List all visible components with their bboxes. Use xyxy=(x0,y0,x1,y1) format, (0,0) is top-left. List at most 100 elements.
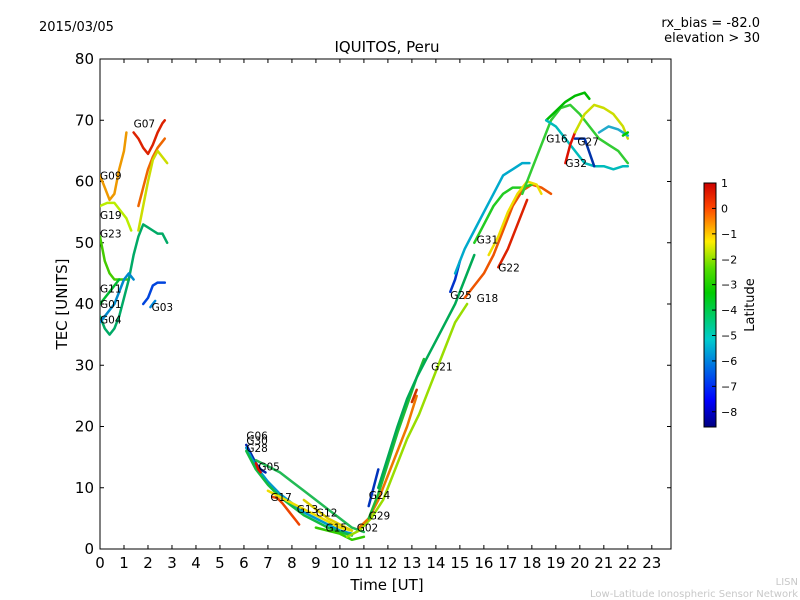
x-tick-label: 8 xyxy=(287,554,297,572)
x-tick-label: 23 xyxy=(642,554,661,572)
colorbar xyxy=(703,182,717,428)
series-line-g17 xyxy=(271,495,301,526)
satellite-label-g28: G28 xyxy=(246,443,268,455)
x-tick-label: 6 xyxy=(239,554,249,572)
satellite-label-g12: G12 xyxy=(316,507,338,519)
y-axis: 0 10 20 30 40 50 60 70 80 xyxy=(75,50,671,558)
satellite-label-g32: G32 xyxy=(565,158,587,170)
satellite-label-g23: G23 xyxy=(100,229,122,241)
satellite-label-g18: G18 xyxy=(477,293,499,305)
colorbar-tick-label: −2 xyxy=(721,253,737,266)
series-line-g07c xyxy=(137,149,169,232)
series-line-g27 xyxy=(573,137,596,168)
colorbar-tick-label: −8 xyxy=(721,406,737,419)
series-line-g31 xyxy=(453,161,531,275)
y-tick-label: 10 xyxy=(75,479,94,497)
series-line-g05r xyxy=(254,462,262,474)
series-line-g22b xyxy=(487,180,543,257)
colorbar-tick-label: −7 xyxy=(721,380,737,393)
x-tick-label: 10 xyxy=(330,554,349,572)
series-line-g02 xyxy=(345,302,469,539)
series-line-g03b xyxy=(149,299,157,309)
x-tick-label: 16 xyxy=(474,554,493,572)
colorbar-tick-label: −3 xyxy=(721,279,737,292)
plot-frame xyxy=(99,58,672,550)
satellite-label-g16: G16 xyxy=(546,134,568,146)
satellite-label-g17: G17 xyxy=(270,492,292,504)
colorbar-tick-label: −6 xyxy=(721,355,737,368)
colorbar-tick-label: −1 xyxy=(721,228,737,241)
satellite-label-g07: G07 xyxy=(134,118,156,130)
series-line-g21b xyxy=(410,388,418,404)
x-tick-label: 9 xyxy=(311,554,321,572)
colorbar-tick-label: 1 xyxy=(721,177,728,190)
x-tick-label: 13 xyxy=(402,554,421,572)
y-axis-label: TEC [UNITS] xyxy=(53,259,71,351)
footer-lisn: LISN xyxy=(776,577,798,588)
series-line-g21 xyxy=(377,253,476,490)
y-tick-label: 70 xyxy=(75,111,94,129)
x-tick-label: 2 xyxy=(143,554,153,572)
colorbar-tick-label: 0 xyxy=(721,202,728,215)
satellite-label-g25: G25 xyxy=(450,290,472,302)
x-tick-label: 11 xyxy=(354,554,373,572)
series-line-g27d xyxy=(621,131,630,137)
x-tick-label: 20 xyxy=(570,554,589,572)
x-tick-label: 17 xyxy=(498,554,517,572)
series-line-g22 xyxy=(497,198,529,269)
x-tick-label: 21 xyxy=(594,554,613,572)
x-axis: 0 1 2 3 4 5 6 7 8 9 10 11 12 13 14 15 16 17 18 19 20 21 22 23 xyxy=(95,59,661,572)
chart-title: IQUITOS, Peru xyxy=(334,38,439,56)
series-line-g05 xyxy=(254,458,366,534)
satellite-label-g19: G19 xyxy=(100,210,122,222)
series-line-g27b xyxy=(573,103,630,140)
footer-network: Low-Latitude Ionospheric Sensor Network xyxy=(590,589,798,600)
x-axis-label: Time [UT] xyxy=(349,576,423,594)
rx-bias-label: rx_bias = -82.0 xyxy=(661,16,760,31)
series-line-g01 xyxy=(100,223,169,336)
series-line-g11 xyxy=(100,278,121,306)
y-tick-label: 20 xyxy=(75,418,94,436)
x-tick-label: 7 xyxy=(263,554,273,572)
y-tick-label: 0 xyxy=(84,540,94,558)
series-line-g16c xyxy=(544,119,630,171)
x-tick-label: 1 xyxy=(119,554,129,572)
satellite-label-g31: G31 xyxy=(477,235,499,247)
satellite-label-g11: G11 xyxy=(100,284,122,296)
satellite-label-g21: G21 xyxy=(431,361,453,373)
x-tick-label: 19 xyxy=(546,554,565,572)
satellite-label-g03: G03 xyxy=(152,302,174,314)
elevation-label: elevation > 30 xyxy=(664,31,760,46)
date-label: 2015/03/05 xyxy=(39,20,114,35)
satellite-label-g13: G13 xyxy=(297,504,319,516)
series-line-g27c xyxy=(597,125,630,137)
y-tick-label: 40 xyxy=(75,295,94,313)
satellite-label-g06: G06 xyxy=(246,431,268,443)
x-tick-label: 0 xyxy=(95,554,105,572)
y-tick-label: 60 xyxy=(75,173,94,191)
satellite-label-g04: G04 xyxy=(100,314,122,326)
x-tick-label: 22 xyxy=(618,554,637,572)
series-line-g32 xyxy=(564,131,577,165)
satellite-label-g01: G01 xyxy=(100,299,122,311)
y-tick-label: 30 xyxy=(75,356,94,374)
series-line-g24 xyxy=(367,468,380,508)
x-tick-label: 14 xyxy=(426,554,445,572)
series-line-g19 xyxy=(100,201,133,232)
series-line-g30 xyxy=(245,446,354,535)
satellite-label-g30: G30 xyxy=(246,436,268,448)
series-line-g04 xyxy=(100,272,135,324)
x-tick-label: 3 xyxy=(167,554,177,572)
satellite-label-g29: G29 xyxy=(369,510,391,522)
series-line-g23 xyxy=(100,235,131,281)
series-line-g07b xyxy=(137,137,167,208)
series-line-g07 xyxy=(132,119,167,156)
satellite-label-g09: G09 xyxy=(100,170,122,182)
series-line-g03 xyxy=(141,281,167,306)
x-tick-label: 18 xyxy=(522,554,541,572)
x-tick-label: 12 xyxy=(378,554,397,572)
series-line-g13 xyxy=(266,489,354,532)
series-line-g16 xyxy=(521,103,630,196)
